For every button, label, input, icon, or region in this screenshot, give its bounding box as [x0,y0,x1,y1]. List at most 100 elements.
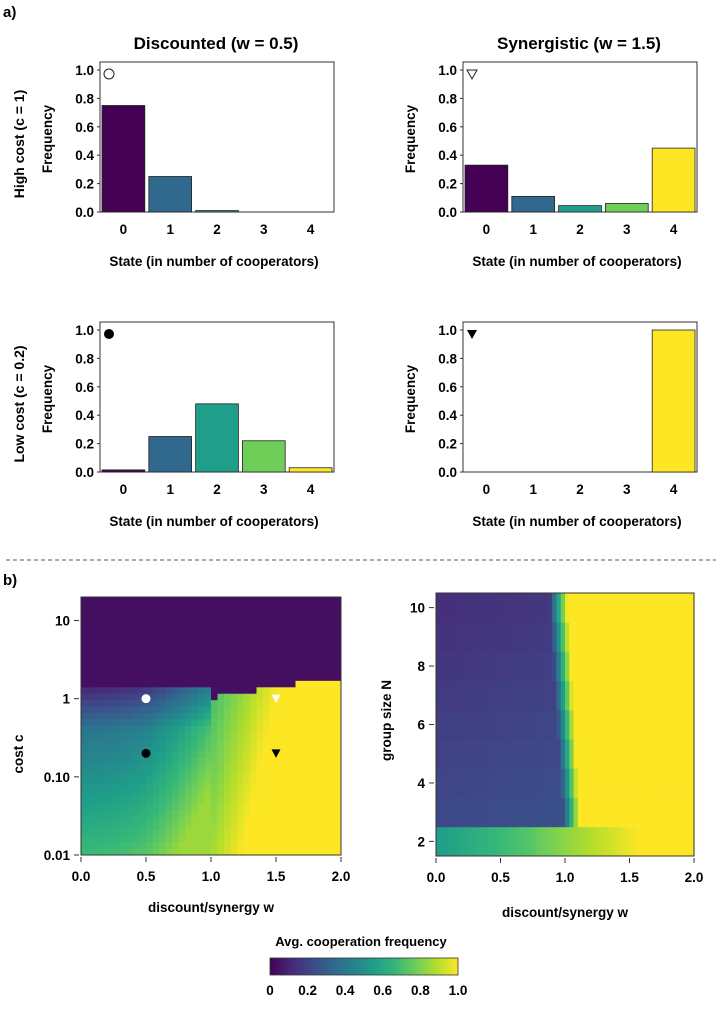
heatmap-cell [146,745,154,753]
heatmap-cell [659,826,665,857]
heatmap-cell [276,629,284,637]
heatmap-cell [263,642,271,650]
heatmap-cell [120,848,128,855]
heatmap-cell [302,597,310,605]
heatmap-cell [295,777,303,785]
heatmap-cell [543,709,549,740]
heatmap-cell [172,713,180,721]
heatmap-cell [651,739,656,769]
heatmap-cell [448,680,454,711]
heatmap-cell [107,616,115,624]
heatmap-cell [250,764,258,772]
heatmap-cell [87,803,95,811]
heatmap-cell [556,680,562,711]
heatmap-cell [328,822,336,830]
heatmap-cell [321,726,329,734]
heatmap-cell [191,777,199,785]
heatmap-cell [509,593,514,623]
heatmap-cell [448,651,454,682]
heatmap-cell [302,687,310,695]
heatmap-cell [185,842,193,850]
heatmap-cell [211,616,219,624]
heatmap-cell [276,758,284,766]
heatmap-cell [191,609,199,617]
heatmap-cell [334,848,341,855]
heatmap-cell [556,651,562,682]
heatmap-cell [159,751,167,759]
heatmap-cell [87,661,95,669]
heatmap-cell [269,655,277,663]
heatmap-cell [126,616,134,624]
heatmap-cell [172,732,180,740]
heatmap-cell [100,829,108,837]
y-tick-label: 1.0 [75,63,94,78]
heatmap-cell [276,764,284,772]
heatmap-cell [237,609,245,617]
heatmap-cell [612,797,618,828]
heatmap-cell [113,603,121,611]
heatmap-cell [646,622,652,652]
heatmap-cell [276,848,284,855]
heatmap-cell [178,758,186,766]
heatmap-cell [334,616,341,624]
heatmap-cell [586,593,592,623]
heatmap-cell [263,829,271,837]
heatmap-cell [668,768,674,798]
heatmap-cell [289,635,297,643]
heatmap-cell [250,719,258,727]
heatmap-cell [159,629,167,637]
heatmap-cell [133,674,141,682]
heatmap-cell [120,790,128,798]
heatmap-cell [224,713,232,721]
heatmap-cell [315,603,323,611]
heatmap-cell [263,809,271,817]
heatmap-cell [172,622,180,630]
heatmap-cell [328,661,336,669]
heatmap-cell [522,709,527,740]
heatmap-cell [211,706,219,714]
heatmap-cell [165,732,173,740]
heatmap-cell [321,706,329,714]
y-tick-label: 0.6 [75,380,94,395]
heatmap-cell [243,622,251,630]
heatmap-cell [165,822,173,830]
heatmap-cell [269,771,277,779]
heatmap-cell [146,706,154,714]
heatmap-cell [539,622,545,652]
heatmap-cell [165,616,173,624]
heatmap-cell [178,642,186,650]
heatmap-cell [224,706,232,714]
heatmap-cell [328,796,336,804]
heatmap-cell [133,777,141,785]
heatmap-cell [509,709,514,740]
heatmap-cell [334,622,341,630]
heatmap-cell [334,609,341,617]
heatmap-cell [243,706,251,714]
heatmap-cell [582,768,588,798]
heatmap-cell [217,622,225,630]
heatmap-cell [204,648,212,656]
heatmap-cell [616,797,622,828]
heatmap-cell [547,622,553,652]
heatmap-cell [590,709,596,740]
heatmap-cell [224,648,232,656]
heatmap-cell [81,842,89,850]
heatmap-cell [224,635,232,643]
heatmap-cell [87,680,95,688]
heatmap-cell [230,700,238,708]
heatmap-cell [282,661,290,669]
heatmap-cell [672,709,678,740]
heatmap-cell [672,680,678,711]
heatmap-cell [198,616,206,624]
heatmap-cell [461,593,467,623]
heatmap-cell [133,764,141,772]
heatmap-cell [243,777,251,785]
heatmap-cell [269,661,277,669]
heatmap-cell [461,768,467,798]
heatmap-cell [487,593,493,623]
heatmap-cell [217,706,225,714]
heatmap-cell [224,738,232,746]
heatmap-cell [282,738,290,746]
heatmap-cell [321,661,329,669]
